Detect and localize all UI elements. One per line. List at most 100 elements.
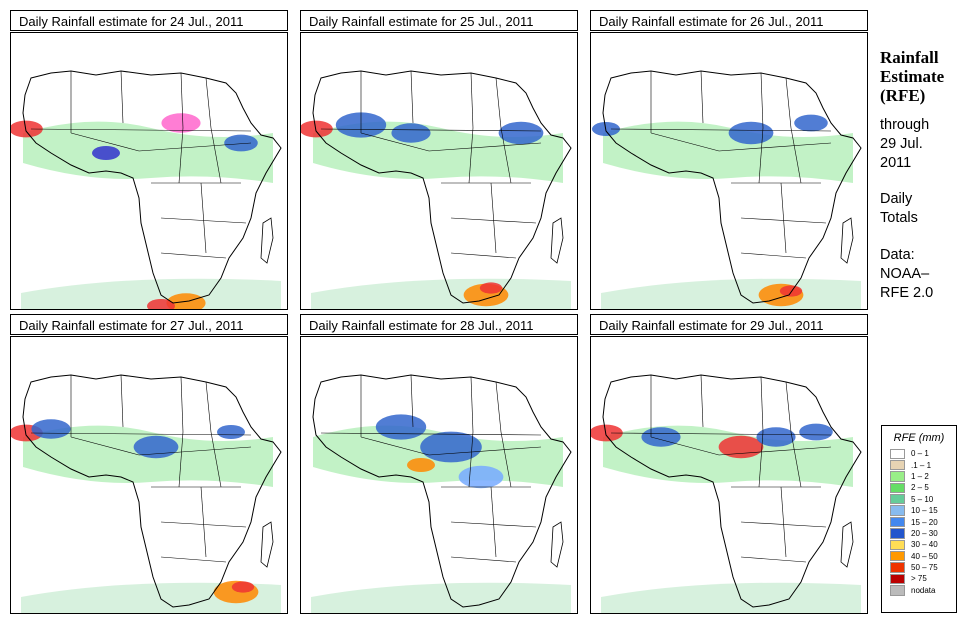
legend-item: 2 – 5: [882, 482, 956, 494]
continent-outline: [602, 70, 862, 304]
legend-label: .1 – 1: [911, 460, 932, 470]
africa-map: [10, 32, 288, 310]
rain-cell: [161, 113, 201, 133]
legend-swatch: [890, 471, 905, 482]
africa-map: [590, 32, 868, 310]
country-border: [650, 436, 720, 456]
rfe-panel-4: Daily Rainfall estimate for 27 Jul., 201…: [10, 314, 290, 614]
legend-item: nodata: [882, 585, 956, 596]
rfe-panel-5: Daily Rainfall estimate for 28 Jul., 201…: [300, 314, 580, 614]
date-line-2: 2011: [880, 155, 912, 171]
rfe-panel-3: Daily Rainfall estimate for 26 Jul., 201…: [590, 10, 870, 310]
rain-cell: [458, 465, 504, 489]
country-border: [780, 182, 787, 254]
rain-cell: [799, 423, 833, 441]
continent-outline: [602, 374, 862, 608]
daily-label: Daily: [880, 191, 913, 207]
country-border: [178, 127, 184, 184]
legend-label: 40 – 50: [911, 551, 938, 561]
rain-cell: [756, 427, 796, 447]
country-border: [450, 252, 517, 259]
country-border: [500, 127, 512, 184]
country-border: [160, 556, 227, 563]
country-border: [468, 431, 474, 488]
rain-cell: [224, 134, 258, 152]
country-border: [178, 431, 184, 488]
rfe-panel-1: Daily Rainfall estimate for 24 Jul., 201…: [10, 10, 290, 310]
rfe-panel-2: Daily Rainfall estimate for 25 Jul., 201…: [300, 10, 580, 310]
map-canvas: [11, 374, 282, 613]
country-border: [210, 127, 222, 184]
country-border: [205, 77, 212, 129]
rain-cell: [301, 120, 333, 138]
country-border: [410, 70, 414, 124]
legend-item: 5 – 10: [882, 494, 956, 505]
country-border: [70, 436, 140, 456]
country-border: [320, 128, 542, 132]
map-canvas: [301, 70, 572, 309]
country-border: [785, 381, 792, 433]
panel-title: Daily Rainfall estimate for 25 Jul., 201…: [300, 10, 578, 31]
map-canvas: [592, 70, 862, 309]
panel-title: Daily Rainfall estimate for 27 Jul., 201…: [10, 314, 288, 335]
side-title-line: (RFE): [880, 86, 926, 105]
side-title-line: Estimate: [880, 67, 945, 86]
legend-label: 0 – 1: [911, 449, 929, 459]
country-border: [740, 252, 807, 259]
panel-title: Daily Rainfall estimate for 24 Jul., 201…: [10, 10, 288, 31]
legend-item: .1 – 1: [882, 459, 956, 471]
rain-cell: [641, 427, 681, 447]
rain-band: [601, 278, 861, 309]
legend-label: 30 – 40: [911, 540, 938, 550]
rain-cell: [779, 285, 803, 297]
side-title-line: Rainfall: [880, 48, 939, 67]
legend-swatch: [890, 482, 905, 494]
country-border: [410, 374, 414, 428]
country-border: [758, 431, 764, 488]
country-border: [718, 142, 832, 152]
country-border: [180, 376, 184, 433]
data-label: Data:: [880, 247, 915, 263]
africa-map: [590, 336, 868, 614]
country-border: [360, 132, 430, 152]
legend-title: RFE (mm): [893, 432, 945, 444]
legend-item: 50 – 75: [882, 562, 956, 573]
country-border: [120, 374, 124, 428]
legend-label: > 75: [911, 574, 927, 584]
legend-swatch: [890, 573, 905, 585]
rain-cell: [217, 425, 245, 439]
rain-band: [311, 582, 571, 613]
country-border: [138, 142, 252, 152]
source-line-2: RFE 2.0: [880, 285, 934, 301]
rain-cell: [31, 419, 71, 439]
legend-label: 1 – 2: [911, 471, 929, 481]
legend-swatch: [890, 528, 905, 539]
continent-outline: [22, 70, 282, 304]
legend-label: 2 – 5: [911, 483, 929, 493]
country-border: [650, 132, 720, 152]
rain-cell: [133, 435, 179, 459]
legend-swatch: [890, 494, 905, 505]
country-border: [120, 70, 124, 124]
country-border: [180, 72, 184, 129]
map-canvas: [11, 70, 282, 309]
legend-item: 10 – 15: [882, 505, 956, 516]
country-border: [160, 252, 227, 259]
rain-cell: [728, 121, 774, 145]
country-border: [700, 374, 704, 428]
rain-cell: [479, 282, 503, 294]
through-label: through: [880, 117, 930, 133]
map-canvas: [311, 374, 572, 613]
madagascar-outline: [260, 521, 274, 568]
legend-label: nodata: [911, 585, 936, 595]
country-border: [740, 556, 807, 563]
country-border: [790, 127, 802, 184]
map-canvas: [591, 374, 862, 613]
country-border: [760, 72, 764, 129]
country-border: [470, 376, 474, 433]
legend-item: 30 – 40: [882, 539, 956, 551]
continent-outline: [22, 374, 282, 608]
legend-item: 0 – 1: [882, 448, 956, 459]
rain-cell: [375, 414, 427, 440]
